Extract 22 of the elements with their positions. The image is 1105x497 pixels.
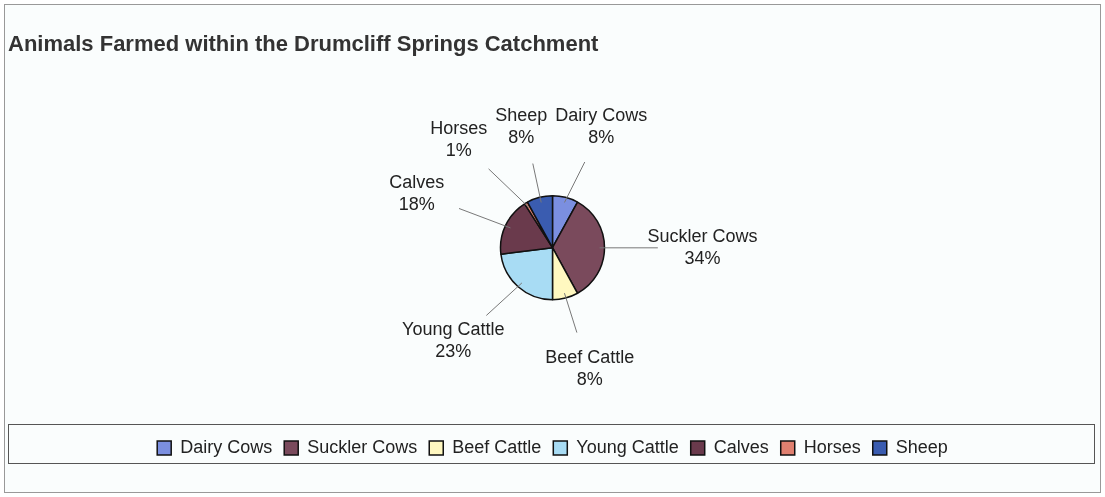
data-label: 23%: [435, 341, 472, 362]
data-label: 18%: [398, 194, 435, 215]
data-label: 8%: [508, 126, 535, 147]
slice-label: Dairy Cows: [555, 104, 648, 125]
legend-label: Beef Cattle: [452, 436, 542, 457]
legend-label: Calves: [713, 436, 769, 457]
data-label: 8%: [588, 126, 615, 147]
chart-title: Animals Farmed within the Drumcliff Springs Catchment: [8, 31, 600, 57]
slice-label: Sheep: [495, 104, 548, 125]
legend-label: Horses: [803, 436, 861, 457]
legend-label: Dairy Cows: [180, 436, 273, 457]
legend-label: Sheep: [895, 436, 948, 457]
slice-label: Beef Cattle: [545, 346, 635, 367]
legend-label: Young Cattle: [576, 436, 679, 457]
data-label: 1%: [445, 140, 472, 161]
slice-label: Calves: [389, 172, 445, 193]
legend-label: Suckler Cows: [307, 436, 418, 457]
data-label: 8%: [576, 368, 603, 389]
slice-label: Suckler Cows: [647, 225, 758, 246]
slice-label: Horses: [430, 118, 488, 139]
slice-label: Young Cattle: [402, 319, 505, 340]
data-label: 34%: [684, 247, 721, 268]
